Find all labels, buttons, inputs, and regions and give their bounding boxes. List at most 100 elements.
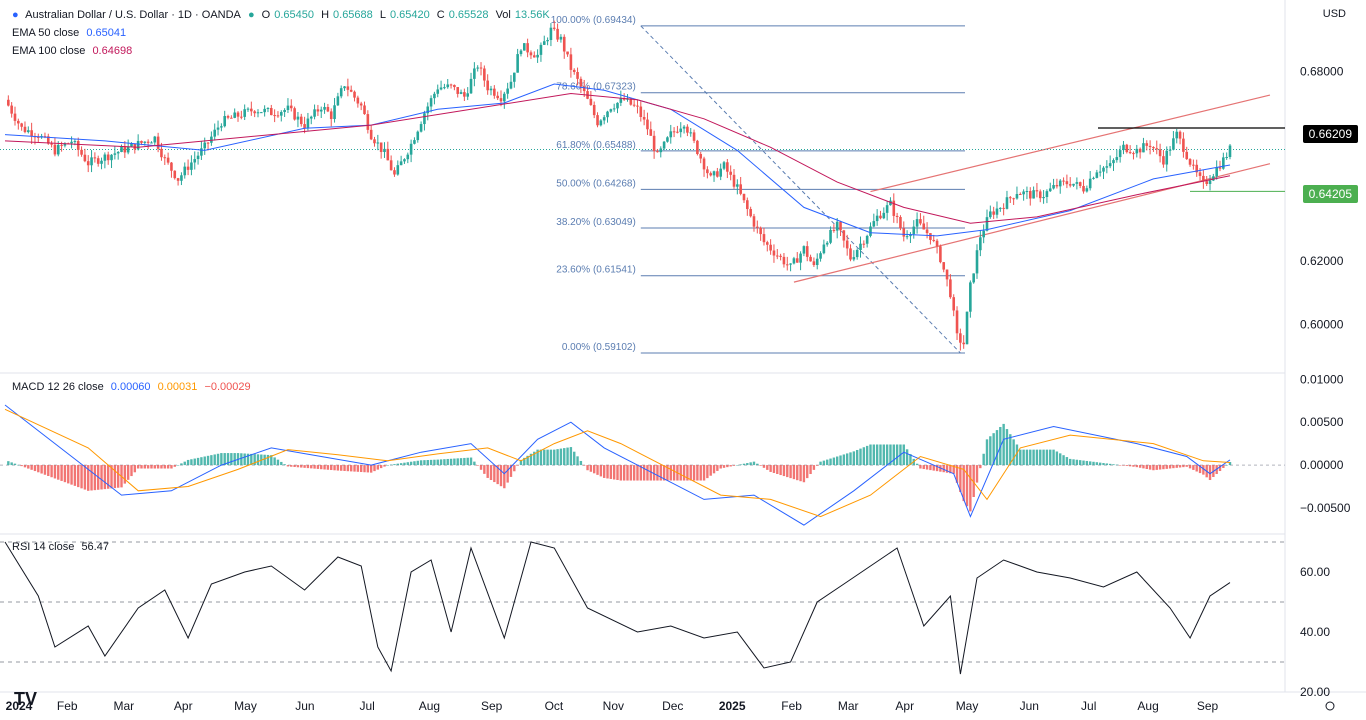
macd-histogram-bar (459, 458, 463, 466)
candle-up (423, 113, 426, 125)
rsi-legend[interactable]: RSI 14 close 56.47 (12, 540, 113, 554)
macd-histogram-bar (583, 465, 586, 466)
time-tick-label: Mar (838, 699, 859, 713)
candle-down (582, 86, 586, 92)
candle-up (815, 258, 819, 266)
candle-up (825, 242, 829, 245)
macd-histogram-bar (556, 449, 559, 466)
macd-histogram-bar (1009, 434, 1012, 466)
macd-histogram-bar (1052, 449, 1055, 466)
open-value: 0.65450 (274, 9, 314, 21)
macd-signal-value: 0.00031 (157, 381, 198, 393)
macd-histogram-bar (872, 444, 876, 466)
macd-histogram-bar (782, 465, 786, 477)
macd-histogram-bar (822, 460, 826, 466)
candle-down (146, 141, 150, 143)
macd-histogram-bar (669, 465, 672, 481)
candle-up (426, 106, 430, 114)
candle-down (453, 84, 456, 88)
candle-up (602, 117, 606, 121)
candle-down (170, 162, 173, 171)
macd-tick-label: 0.00500 (1300, 415, 1344, 429)
time-tick-label: Sep (481, 699, 503, 713)
candle-down (20, 123, 23, 127)
candle-down (1202, 175, 1205, 182)
macd-histogram-bar (739, 464, 742, 466)
tradingview-logo-icon[interactable]: TV (14, 689, 38, 709)
macd-histogram-bar (1178, 465, 1182, 468)
candle-down (592, 104, 596, 116)
macd-histogram-bar (340, 465, 343, 471)
macd-legend[interactable]: MACD 12 26 close 0.00060 0.00031 −0.0002… (12, 380, 255, 394)
candle-down (569, 54, 573, 70)
macd-histogram-bar (17, 464, 20, 466)
ema50-legend[interactable]: EMA 50 close 0.65041 (12, 26, 130, 40)
candle-up (439, 87, 443, 90)
macd-histogram-bar (909, 454, 912, 466)
macd-histogram-bar (290, 465, 293, 467)
macd-histogram-bar (789, 465, 792, 479)
macd-histogram-bar (736, 465, 739, 466)
candle-down (7, 99, 10, 106)
macd-histogram-bar (416, 460, 419, 466)
macd-histogram-bar (1145, 465, 1148, 469)
settings-gear-icon[interactable] (1325, 701, 1335, 711)
candle-up (469, 78, 473, 94)
candle-up (859, 243, 862, 250)
candle-up (1115, 157, 1119, 161)
macd-histogram-bar (23, 465, 27, 468)
macd-histogram-bar (616, 465, 619, 481)
macd-histogram-bar (855, 449, 859, 466)
candle-down (76, 141, 80, 150)
candle-up (116, 151, 120, 154)
candle-up (63, 143, 67, 146)
candle-down (942, 262, 946, 270)
candle-up (473, 68, 476, 79)
candle-up (965, 311, 969, 345)
macd-histogram-bar (969, 465, 972, 512)
candle-down (253, 111, 256, 114)
ema100-legend[interactable]: EMA 100 close 0.64698 (12, 44, 136, 58)
macd-histogram-bar (256, 454, 260, 466)
candle-down (832, 229, 836, 231)
candle-down (929, 233, 932, 240)
candle-up (659, 148, 663, 153)
candle-down (486, 80, 489, 91)
macd-histogram-bar (1029, 449, 1032, 466)
candle-down (1028, 191, 1032, 199)
macd-histogram-bar (779, 465, 782, 476)
candle-down (30, 130, 33, 137)
candle-down (289, 105, 293, 109)
macd-histogram-bar (895, 444, 899, 466)
rsi-tick-label: 40.00 (1300, 625, 1330, 639)
macd-line (4, 404, 1231, 526)
macd-histogram-bar (706, 465, 709, 479)
candle-down (955, 310, 959, 334)
macd-histogram-bar (569, 447, 573, 466)
macd-histogram-bar (679, 465, 682, 481)
candle-up (539, 44, 543, 55)
macd-histogram-bar (439, 459, 443, 466)
macd-histogram-bar (1108, 463, 1112, 466)
macd-histogram-bar (73, 465, 77, 486)
candle-down (80, 149, 83, 155)
macd-histogram-bar (313, 465, 316, 469)
macd-histogram-bar (223, 453, 226, 466)
candle-down (839, 221, 842, 231)
candle-up (1215, 167, 1218, 177)
macd-histogram-bar (652, 465, 656, 481)
candle-down (899, 216, 902, 229)
currency-selector[interactable]: USD (1322, 8, 1346, 20)
candle-up (995, 208, 999, 215)
candle-up (1075, 182, 1079, 184)
candle-down (456, 87, 460, 94)
time-tick-label: Jun (1020, 699, 1039, 713)
candle-down (83, 154, 87, 162)
candle-up (875, 215, 879, 222)
candle-up (243, 109, 246, 117)
macd-label: MACD 12 26 close (12, 381, 104, 393)
candle-down (1002, 207, 1005, 209)
candle-up (100, 160, 103, 164)
candle-up (679, 128, 683, 133)
